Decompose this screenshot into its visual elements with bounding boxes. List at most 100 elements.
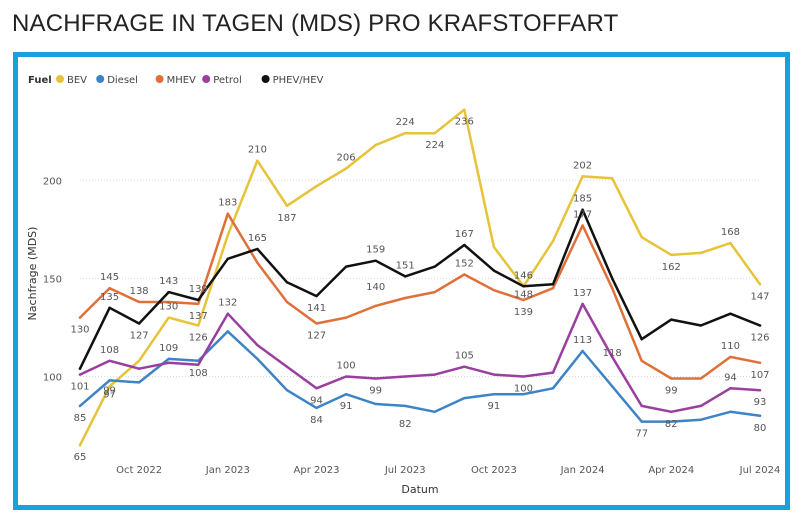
data-point-diesel [640,420,643,423]
data-point-diesel [108,379,111,382]
data-label-petrol: 99 [369,385,382,396]
data-label-petrol: 100 [337,361,356,372]
data-point-diesel [78,404,82,408]
data-point-phev-hev [137,322,141,325]
data-label-mhev: 145 [100,272,119,283]
data-label-mhev: 110 [721,341,740,352]
data-point-petrol [581,302,584,306]
data-point-diesel [551,387,555,390]
data-label-bev: 146 [514,270,533,281]
data-point-phev-hev [581,208,584,211]
axes: 100 150 200 Oct 2022 Jan 2023 Apr 2023 Jul 202… [26,176,780,496]
data-label-diesel: 82 [399,419,412,430]
data-point-phev-hev [729,312,732,315]
data-point-mhev [137,300,141,304]
x-tick-label: Jan 2024 [560,465,605,476]
data-point-phev-hev [78,367,82,370]
data-label-bev: 224 [425,140,444,151]
data-point-diesel [581,349,584,353]
data-label-petrol: 137 [573,288,592,299]
data-point-mhev [433,290,436,294]
data-point-diesel [729,410,732,414]
data-label-mhev: 139 [514,307,533,318]
data-point-diesel [226,330,230,333]
data-point-mhev [404,296,407,300]
data-label-phev-hev: 139 [189,284,208,295]
data-point-phev-hev [167,290,170,294]
data-label-bev: 187 [277,213,296,224]
data-label-petrol: 99 [103,385,116,396]
data-point-petrol [551,371,555,374]
data-point-bev [108,385,111,388]
legend-marker-phev-hev [261,75,270,83]
data-label-phev-hev: 185 [573,194,592,205]
x-tick-label: Apr 2024 [648,465,694,476]
data-label-phev-hev: 126 [750,332,769,343]
data-point-petrol [522,375,525,378]
data-label-phev-hev: 151 [396,260,415,271]
data-point-mhev [197,302,200,306]
data-label-mhev: 183 [218,198,237,209]
data-point-phev-hev [108,306,111,310]
data-label-diesel: 80 [754,423,767,434]
data-point-diesel [610,385,614,388]
data-point-petrol [374,377,377,380]
data-point-mhev [670,377,673,380]
data-label-bev: 206 [337,153,356,164]
series-line-mhev [78,212,762,380]
legend-item-diesel[interactable]: Diesel [107,75,138,86]
data-point-phev-hev [640,338,643,341]
data-point-petrol [463,365,466,368]
data-point-bev [670,253,673,257]
series-lines [78,108,762,447]
data-label-mhev: 140 [366,282,385,293]
x-axis-title: Datum [401,483,438,496]
data-label-mhev: 107 [750,370,769,381]
x-tick-label: Apr 2023 [294,465,340,476]
data-point-bev [433,132,436,135]
data-label-petrol: 108 [189,368,208,379]
line-chart: 65 130 126 210 187 206 224 224 236 146 202 162 168 14… [26,75,780,496]
grid-layer [80,179,760,378]
data-label-diesel: 109 [159,343,178,354]
data-point-bev [137,359,141,363]
data-point-mhev [729,355,732,359]
legend-item-bev[interactable]: BEV [67,75,87,86]
data-point-phev-hev [433,265,436,268]
y-tick-label: 200 [43,176,62,187]
data-label-bev: 65 [74,452,87,463]
series-line-bev [78,108,762,447]
data-point-diesel [167,357,170,361]
data-point-petrol [285,365,289,368]
data-point-phev-hev [522,285,525,288]
data-point-mhev [699,377,703,380]
data-label-phev-hev: 135 [100,292,119,303]
x-tick-label: Jul 2024 [739,465,781,476]
data-point-phev-hev [492,269,496,272]
data-label-diesel: 77 [635,429,648,440]
data-label-petrol: 91 [340,401,353,412]
data-point-petrol [137,367,141,370]
data-point-mhev [344,316,348,319]
data-label-petrol: 94 [310,395,323,406]
data-point-mhev [610,287,614,290]
data-label-diesel: 84 [310,415,323,426]
legend-item-phev-hev[interactable]: PHEV/HEV [273,75,324,86]
data-point-bev [374,143,377,147]
data-point-petrol [108,359,111,363]
y-tick-label: 100 [43,373,62,384]
data-point-phev-hev [374,259,377,262]
data-label-mhev: 138 [130,286,149,297]
data-point-bev [551,239,555,243]
chart-frame: 65 130 126 210 187 206 224 224 236 146 202 162 168 14… [13,52,790,510]
data-point-bev [729,241,732,245]
data-point-bev [758,283,762,286]
data-label-phev-hev: 143 [159,276,178,287]
data-label-petrol: 108 [100,345,119,356]
legend-item-mhev[interactable]: MHEV [167,75,196,86]
legend-marker-petrol [202,75,211,83]
data-point-mhev [108,287,111,290]
data-point-petrol [729,387,732,390]
data-point-petrol [226,312,230,315]
legend-item-petrol[interactable]: Petrol [213,75,242,86]
